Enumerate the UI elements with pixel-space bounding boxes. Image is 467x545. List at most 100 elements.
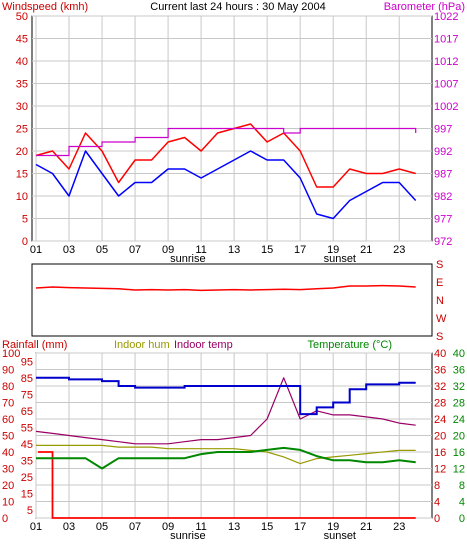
sunrise-label: sunrise (170, 530, 205, 542)
barometer-axis-title: Barometer (hPa) (384, 1, 465, 13)
right-tick-label: 972 (434, 236, 452, 248)
x-tick-label: 07 (129, 521, 141, 533)
left-tick-label: 40 (2, 447, 14, 459)
x-tick-label: 11 (195, 244, 206, 256)
x-tick-label: 13 (228, 521, 240, 533)
left-tick-label: 10 (16, 191, 28, 203)
wind-gust-line (35, 123, 416, 188)
left-tick-label: 35 (21, 455, 33, 467)
right-tick-label-b: 40 (453, 348, 465, 360)
temperature-line (36, 446, 416, 470)
compass-label: S (436, 331, 443, 343)
right-tick-label-a: 12 (434, 464, 446, 476)
right-tick-label-b: 12 (453, 464, 465, 476)
left-tick-label: 30 (16, 101, 28, 113)
x-tick-label: 21 (360, 244, 372, 256)
rainfall-line (38, 451, 416, 519)
left-tick-label: 85 (21, 373, 33, 385)
x-tick-label: 17 (294, 244, 306, 256)
chart-title: Current last 24 hours : 30 May 2004 (150, 1, 325, 13)
x-tick-label: 21 (360, 521, 372, 533)
outdoor-humidity-line (36, 376, 416, 416)
left-tick-label: 95 (21, 356, 33, 368)
left-tick-label: 70 (2, 398, 14, 410)
x-tick-label: 19 (327, 521, 339, 533)
left-tick-label: 20 (16, 146, 28, 158)
x-tick-label: 13 (228, 244, 240, 256)
left-tick-label: 15 (16, 169, 28, 181)
temperature-axis-title: Temperature (°C) (308, 339, 392, 351)
x-tick-label: 01 (30, 521, 42, 533)
right-tick-label: 1007 (434, 79, 458, 91)
left-tick-label: 25 (21, 472, 33, 484)
right-tick-label-a: 28 (434, 398, 446, 410)
left-tick-label: 15 (21, 488, 33, 500)
right-tick-label-a: 8 (434, 480, 440, 492)
right-tick-label: 977 (434, 214, 452, 226)
right-tick-label-a: 16 (434, 447, 446, 459)
wind-direction-line (35, 284, 416, 292)
x-tick-label: 05 (96, 244, 108, 256)
x-tick-label: 23 (393, 521, 405, 533)
left-tick-label: 30 (2, 464, 14, 476)
left-tick-label: 100 (2, 348, 20, 360)
left-tick-label: 50 (2, 431, 14, 443)
right-tick-label: 1012 (434, 56, 458, 68)
left-tick-label: 40 (16, 56, 28, 68)
right-tick-label-a: 0 (434, 513, 440, 525)
indoor-temp-label: Indoor temp (174, 339, 233, 351)
x-tick-label: 17 (294, 521, 306, 533)
left-tick-label: 5 (22, 214, 28, 226)
right-tick-label: 1022 (434, 11, 458, 23)
x-tick-label: 19 (327, 244, 339, 256)
windspeed-axis-title: Windspeed (kmh) (2, 1, 88, 13)
left-tick-label: 20 (2, 480, 14, 492)
x-tick-label: 23 (393, 244, 405, 256)
right-tick-label-a: 20 (434, 431, 446, 443)
x-tick-label: 11 (195, 521, 206, 533)
x-tick-label: 05 (96, 521, 108, 533)
compass-label: S (436, 259, 443, 271)
x-tick-label: 15 (261, 244, 273, 256)
left-tick-label: 10 (2, 497, 14, 509)
left-tick-label: 55 (21, 422, 33, 434)
right-tick-label-b: 20 (453, 431, 465, 443)
right-tick-label-b: 8 (459, 480, 465, 492)
right-tick-label-a: 40 (434, 348, 446, 360)
right-tick-label-b: 16 (453, 447, 465, 459)
right-tick-label: 987 (434, 169, 452, 181)
rainfall-axis-title: Rainfall (mm) (2, 339, 67, 351)
right-tick-label-b: 0 (459, 513, 465, 525)
left-tick-label: 80 (2, 381, 14, 393)
plot-frame (31, 263, 433, 337)
compass-label: N (436, 295, 444, 307)
right-tick-label-a: 36 (434, 365, 446, 377)
compass-label: E (436, 277, 443, 289)
right-tick-label: 1002 (434, 101, 458, 113)
left-tick-label: 60 (2, 414, 14, 426)
left-tick-label: 5 (27, 505, 33, 517)
indoor-hum-label: Indoor hum (114, 339, 170, 351)
indoor-temperature-line (35, 377, 416, 445)
left-tick-label: 25 (16, 124, 28, 136)
right-tick-label-a: 4 (434, 497, 440, 509)
right-tick-label: 992 (434, 146, 452, 158)
wind-barometer-panel: 0510152025303540455097297798298799299710… (16, 11, 459, 265)
x-tick-label: 03 (63, 521, 75, 533)
right-tick-label-b: 32 (453, 381, 465, 393)
left-tick-label: 45 (21, 439, 33, 451)
x-tick-label: 07 (129, 244, 141, 256)
left-tick-label: 90 (2, 365, 14, 377)
right-tick-label: 1017 (434, 34, 458, 46)
right-tick-label-b: 36 (453, 365, 465, 377)
left-tick-label: 50 (16, 11, 28, 23)
right-tick-label-a: 32 (434, 381, 446, 393)
compass-label: W (436, 313, 447, 325)
indoor-humidity-line (36, 444, 416, 465)
left-tick-label: 0 (22, 236, 28, 248)
wind-average-line (35, 150, 417, 220)
left-tick-label: 0 (2, 513, 8, 525)
x-tick-label: 09 (162, 521, 174, 533)
